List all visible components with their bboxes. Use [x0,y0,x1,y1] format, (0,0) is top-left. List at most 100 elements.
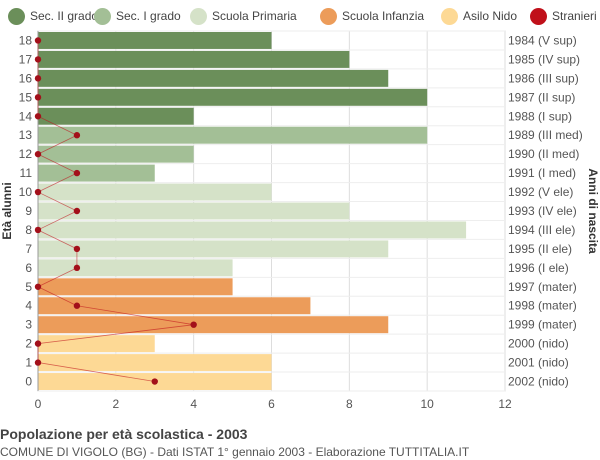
birth-year-tick-label: 1997 (mater) [508,280,577,294]
bar-age-9 [38,202,350,220]
age-tick-label: 9 [25,204,32,218]
chart-title: Popolazione per età scolastica - 2003 [0,426,248,442]
legend-swatch [94,7,111,25]
age-tick-label: 7 [25,242,32,256]
birth-year-tick-label: 1999 (mater) [508,318,577,332]
age-tick-label: 0 [25,375,32,389]
stranieri-point-age-2 [34,340,42,347]
birth-year-tick-label: 1990 (II med) [508,147,579,161]
bar-age-3 [38,316,389,334]
stranieri-point-age-13 [73,132,81,139]
stranieri-point-age-14 [34,113,42,120]
y-axis-title-left: Età alunni [0,182,14,239]
age-tick-label: 4 [25,299,32,313]
stranieri-point-age-12 [34,150,42,158]
birth-year-tick-label: 1987 (II sup) [508,90,575,104]
x-tick-label: 8 [346,397,353,411]
legend-label: Asilo Nido [463,9,518,23]
birth-year-tick-label: 2002 (nido) [508,375,569,389]
bar-age-11 [38,164,155,182]
bar-age-6 [38,259,233,277]
bar-age-12 [38,145,194,163]
bar-age-4 [38,297,311,315]
stranieri-point-age-1 [34,359,42,366]
age-tick-label: 16 [19,71,33,85]
legend-item: Sec. II grado [8,7,98,25]
legend-swatch [8,7,25,25]
age-tick-label: 5 [25,280,32,294]
legend-swatch [530,7,547,25]
birth-year-tick-label: 1998 (mater) [508,299,577,313]
birth-year-tick-label: 1991 (I med) [508,166,576,180]
birth-year-tick-label: 1993 (IV ele) [508,204,577,218]
bar-age-1 [38,354,272,372]
bar-age-8 [38,221,467,239]
x-tick-label: 2 [112,397,119,411]
stranieri-point-age-11 [73,169,81,177]
stranieri-point-age-16 [34,75,42,82]
x-tick-label: 0 [35,397,42,411]
birth-year-tick-label: 1996 (I ele) [508,261,569,275]
birth-year-tick-label: 2000 (nido) [508,337,569,351]
legend-item: Sec. I grado [94,7,181,25]
y-axis-title-right: Anni di nascita [586,168,600,254]
birth-year-tick-label: 1994 (III ele) [508,223,575,237]
stranieri-point-age-6 [73,264,81,272]
age-tick-label: 14 [19,109,33,123]
age-tick-label: 17 [19,52,33,66]
birth-year-tick-label: 1986 (III sup) [508,71,579,85]
legend-item: Scuola Primaria [190,7,297,25]
birth-year-tick-label: 1992 (V ele) [508,185,573,199]
age-tick-label: 3 [25,318,32,332]
legend-swatch [320,7,337,25]
bar-age-18 [38,32,272,49]
age-tick-label: 15 [19,90,33,104]
stranieri-point-age-0 [151,378,158,385]
legend-item: Stranieri [530,7,597,25]
age-tick-label: 2 [25,337,32,351]
legend-swatch [441,7,458,25]
legend-label: Scuola Infanzia [342,9,425,23]
age-tick-label: 11 [20,166,33,180]
birth-year-tick-label: 2001 (nido) [508,356,569,370]
x-tick-label: 10 [420,397,434,411]
bar-age-15 [38,88,428,106]
stranieri-point-age-10 [34,188,42,196]
bar-age-5 [38,278,233,296]
x-tick-label: 4 [190,397,197,411]
bar-age-17 [38,50,350,68]
stranieri-point-age-3 [190,321,197,328]
stranieri-point-age-15 [34,94,42,101]
age-tick-label: 12 [19,147,33,161]
age-tick-label: 6 [25,261,32,275]
age-tick-label: 8 [25,223,32,237]
stranieri-point-age-5 [34,283,42,290]
legend-label: Sec. I grado [116,9,181,23]
birth-year-tick-label: 1989 (III med) [508,128,583,142]
bar-age-7 [38,240,389,258]
legend-label: Sec. II grado [30,9,99,23]
stranieri-point-age-9 [73,207,81,215]
stranieri-point-age-18 [34,37,42,44]
x-tick-label: 6 [268,397,275,411]
bar-age-10 [38,183,272,201]
chart-subtitle: COMUNE DI VIGOLO (BG) - Dati ISTAT 1° ge… [0,445,470,459]
age-tick-label: 13 [19,128,33,142]
chart-legend: Sec. II grado Sec. I grado Scuola Primaria… [0,0,600,32]
legend-item: Asilo Nido [441,7,517,25]
bar-age-16 [38,69,389,87]
x-tick-label: 12 [498,397,512,411]
birth-year-tick-label: 1995 (II ele) [508,242,572,256]
age-tick-label: 10 [19,185,33,199]
stranieri-point-age-4 [73,302,81,309]
bar-age-14 [38,107,194,125]
stranieri-point-age-8 [34,226,42,234]
age-tick-label: 1 [25,356,32,370]
bar-age-2 [38,335,155,353]
legend-item: Scuola Infanzia [320,7,424,25]
legend-swatch [190,7,207,25]
birth-year-tick-label: 1985 (IV sup) [508,52,580,66]
stranieri-point-age-17 [34,56,42,63]
stranieri-point-age-7 [73,245,81,253]
